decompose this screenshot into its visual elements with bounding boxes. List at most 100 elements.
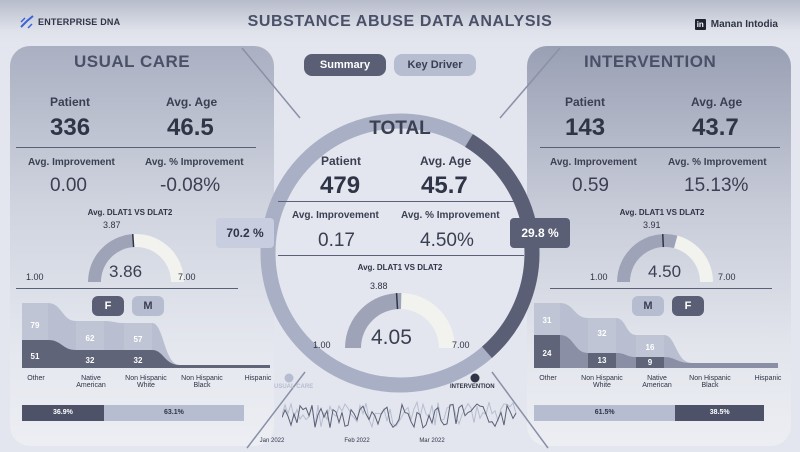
total-pct-label: Avg. % Improvement: [401, 210, 500, 221]
uc-patient-label: Patient: [50, 95, 91, 109]
total-divider: [278, 201, 524, 202]
iv-male-chip[interactable]: M: [632, 296, 664, 316]
intervention-legend-dot: [470, 373, 480, 383]
page-title: SUBSTANCE ABUSE DATA ANALYSIS: [247, 13, 553, 30]
uc-divider-2: [16, 288, 238, 289]
uc-split-left: 36.9%: [22, 405, 104, 421]
uc-ribbon-label-top-1: 79: [31, 321, 40, 330]
iv-ribbon-label-bot-3: 9: [648, 358, 653, 367]
iv-pct-value: 15.13%: [684, 175, 749, 196]
uc-divider: [16, 147, 256, 148]
uc-split-bar: 36.9% 63.1%: [22, 405, 244, 421]
iv-split-left: 61.5%: [534, 405, 676, 421]
gauge-target-marker: [661, 234, 665, 248]
brand-logo: ENTERPRISE DNA: [20, 15, 120, 29]
uc-tick-3: Non Hispanic White: [125, 375, 167, 389]
brand-name: ENTERPRISE DNA: [38, 17, 121, 27]
uc-age-label: Avg. Age: [166, 95, 218, 109]
iv-gauge-min: 1.00: [590, 272, 608, 282]
iv-tick-2: Non Hispanic White: [581, 375, 623, 389]
uc-gauge: [88, 234, 184, 282]
uc-tick-1: Other: [27, 375, 45, 382]
uc-female-chip[interactable]: F: [92, 296, 124, 316]
total-imp-value: 0.17: [318, 230, 355, 251]
total-age-label: Avg. Age: [420, 154, 472, 168]
total-gauge: [345, 293, 455, 348]
iv-tick-4: Non Hispanic Black: [689, 375, 731, 389]
iv-split-bar: 61.5% 38.5%: [534, 405, 764, 421]
uc-tick-2: Native American: [76, 375, 106, 389]
uc-ribbon-chart: 79 62 57 51 32 32: [22, 303, 270, 368]
gauge-fill: [88, 234, 134, 282]
total-divider-2: [278, 255, 524, 256]
uc-ribbon-label-top-2: 62: [86, 334, 95, 343]
total-age-value: 45.7: [421, 172, 468, 199]
usual-care-legend-label: USUAL CARE: [274, 384, 314, 390]
iv-tick-3: Native American: [642, 375, 672, 389]
iv-split-right: 38.5%: [675, 405, 764, 421]
timeline-tick-jan: Jan 2022: [259, 438, 285, 444]
author-name: Manan Intodia: [710, 19, 778, 30]
iv-ribbon-chart: 31 32 16 24 13 9: [534, 303, 778, 368]
iv-gauge: [617, 234, 713, 282]
iv-imp-label: Avg. Improvement: [550, 157, 637, 168]
uc-imp-label: Avg. Improvement: [28, 157, 115, 168]
iv-tick-5: Hispanic: [754, 375, 782, 382]
intervention-legend-label: INTERVENTION: [450, 384, 495, 390]
iv-patient-value: 143: [565, 114, 606, 141]
iv-tick-1: Other: [539, 375, 557, 382]
total-gauge-target: 3.88: [370, 281, 388, 291]
iv-age-value: 43.7: [692, 114, 739, 141]
total-gauge-max: 7.00: [452, 340, 470, 350]
gauge-fill: [617, 234, 678, 282]
usual-care-title: USUAL CARE: [74, 52, 191, 71]
usual-care-share-badge: 70.2 %: [216, 218, 274, 248]
uc-tick-5: Hispanic: [244, 375, 272, 382]
uc-ribbon-label-bot-1: 51: [31, 352, 40, 361]
iv-gauge-label: Avg. DLAT1 VS DLAT2: [619, 208, 705, 217]
total-title: TOTAL: [369, 118, 431, 139]
linkedin-icon: in: [694, 19, 706, 30]
uc-pct-value: -0.08%: [160, 175, 221, 196]
total-patient-label: Patient: [321, 154, 362, 168]
usual-care-legend-dot: [284, 373, 294, 383]
iv-ribbon-label-top-2: 32: [598, 329, 607, 338]
author-link[interactable]: in Manan Intodia: [694, 19, 778, 30]
total-gauge-label: Avg. DLAT1 VS DLAT2: [357, 263, 443, 272]
gauge-target-marker: [131, 234, 135, 248]
intervention-title: INTERVENTION: [584, 52, 717, 71]
iv-ribbon-label-bot-2: 13: [598, 356, 607, 365]
uc-gauge-min: 1.00: [26, 272, 44, 282]
summary-button[interactable]: Summary: [304, 54, 386, 76]
iv-female-chip[interactable]: F: [672, 296, 704, 316]
iv-imp-value: 0.59: [572, 175, 609, 196]
iv-ribbon-label-bot-1: 24: [543, 349, 552, 358]
iv-divider-2: [550, 288, 772, 289]
key-driver-button[interactable]: Key Driver: [394, 54, 476, 76]
iv-divider: [540, 147, 780, 148]
uc-gauge-value: 3.86: [109, 262, 143, 281]
iv-ribbon-label-top-3: 16: [646, 343, 655, 352]
intervention-share-badge: 29.8 %: [510, 218, 570, 248]
uc-ribbon-label-bot-3: 32: [134, 356, 143, 365]
total-imp-label: Avg. Improvement: [292, 210, 379, 221]
iv-gauge-value: 4.50: [648, 262, 682, 281]
uc-pct-label: Avg. % Improvement: [145, 157, 244, 168]
gauge-target-marker: [395, 293, 399, 310]
uc-patient-value: 336: [50, 114, 91, 141]
total-gauge-min: 1.00: [313, 340, 331, 350]
timeline-tick-feb: Feb 2022: [344, 438, 370, 444]
uc-tick-4: Non Hispanic Black: [181, 375, 223, 389]
uc-ribbon-label-bot-2: 32: [86, 356, 95, 365]
uc-male-chip[interactable]: M: [132, 296, 164, 316]
uc-gauge-target: 3.87: [103, 220, 121, 230]
iv-ribbon-label-top-1: 31: [543, 316, 552, 325]
gauge-fill: [345, 293, 402, 348]
total-patient-value: 479: [320, 172, 361, 199]
uc-ribbon-label-top-3: 57: [134, 335, 143, 344]
uc-gauge-label: Avg. DLAT1 VS DLAT2: [87, 208, 173, 217]
uc-age-value: 46.5: [167, 114, 214, 141]
uc-gauge-max: 7.00: [178, 272, 196, 282]
total-pct-value: 4.50%: [420, 230, 474, 251]
iv-pct-label: Avg. % Improvement: [668, 157, 767, 168]
